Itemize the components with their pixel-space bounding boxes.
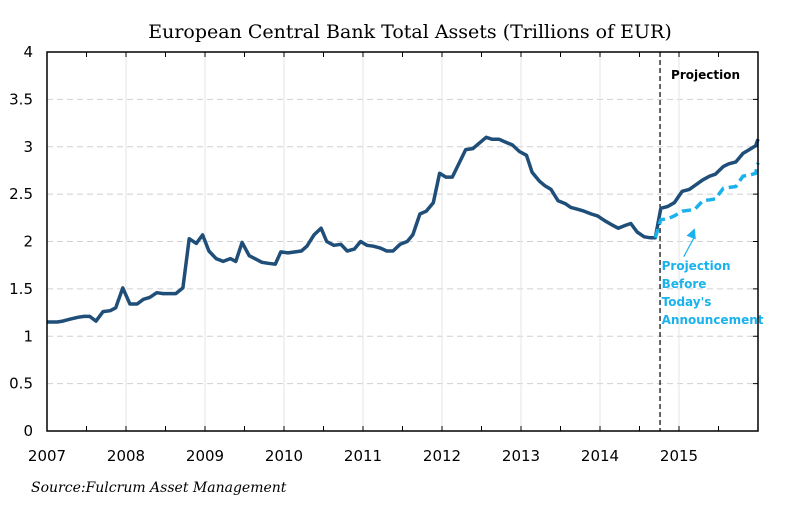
x-tick-label: 2012 (423, 447, 461, 465)
annotation-arrow-shaft (683, 235, 696, 257)
x-tick-label: 2010 (265, 447, 303, 465)
x-tick-label: 2013 (502, 447, 540, 465)
x-tick-label: 2015 (660, 447, 698, 465)
y-tick-label: 2 (23, 233, 33, 251)
annotation-arrow-head-icon (686, 228, 696, 240)
chart-title: European Central Bank Total Assets (Tril… (148, 21, 672, 43)
projection-label: Projection (671, 68, 740, 82)
plot-frame (46, 51, 759, 432)
x-tick-label: 2009 (186, 447, 224, 465)
y-tick-label: 1 (23, 327, 33, 345)
y-tick-label: 2.5 (9, 185, 33, 203)
y-tick-label: 1.5 (9, 280, 33, 298)
series-line-prior-projection (653, 162, 760, 239)
series-group (47, 135, 760, 324)
x-axis-labels: 2007 2008 2009 2010 2011 2012 2013 2014 2015 (28, 447, 698, 465)
y-axis-labels: 0 0.5 1 1.5 2 2.5 3 3.5 4 (9, 43, 33, 440)
y-tick-label: 3 (23, 138, 33, 156)
y-tick-label: 0.5 (9, 375, 33, 393)
x-tick-label: 2008 (107, 447, 145, 465)
axis-ticks (86, 52, 758, 431)
y-tick-label: 0 (23, 422, 33, 440)
annotation-text-line: Before (662, 277, 707, 291)
x-tick-label: 2011 (344, 447, 382, 465)
x-tick-label: 2007 (28, 447, 66, 465)
y-tick-label: 3.5 (9, 90, 33, 108)
y-tick-label: 4 (23, 43, 33, 61)
x-tick-label: 2014 (581, 447, 619, 465)
annotation-text-line: Today's (662, 295, 712, 309)
annotation: Projection Before Today's Announcement (662, 228, 764, 327)
annotation-text-line: Announcement (662, 313, 764, 327)
source-note: Source:Fulcrum Asset Management (31, 480, 287, 496)
series-line-ecb-assets (47, 135, 760, 324)
annotation-text-line: Projection (662, 259, 731, 273)
